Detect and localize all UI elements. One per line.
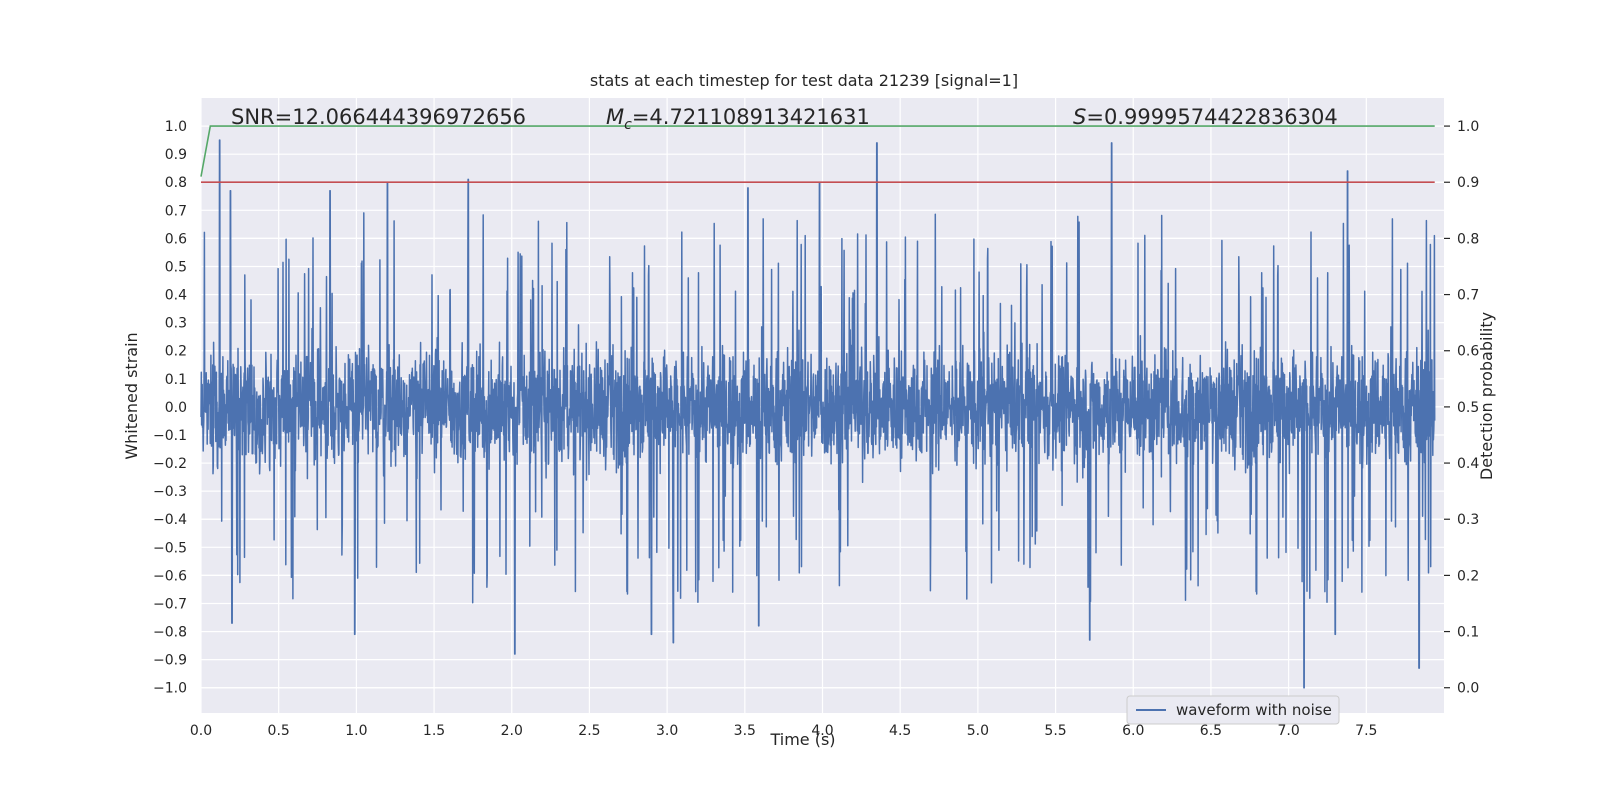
detection-stat-annotation: S=0.9999574422836304 (1073, 105, 1338, 129)
chart-title: stats at each timestep for test data 212… (590, 71, 1018, 90)
y-tick-label: 0.1 (165, 372, 187, 388)
y2-tick-label: 0.6 (1457, 344, 1479, 360)
x-tick-label: 3.5 (734, 723, 756, 739)
x-tick-label: 1.5 (423, 723, 445, 739)
y-tick-label: −0.7 (153, 596, 187, 612)
y2-tick-label: 0.4 (1457, 456, 1479, 472)
y2-axis-ticks: 1.0 0.9 0.8 0.7 0.6 0.5 0.4 0.3 0.2 0.1 0.0 (1444, 119, 1479, 697)
chirp-mass-symbol: M (606, 105, 624, 129)
chirp-mass-value: =4.721108913421631 (632, 105, 870, 129)
y-tick-label: 0.2 (165, 344, 187, 360)
probability-series (200, 125, 1435, 183)
x-tick-label: 2.0 (501, 723, 523, 739)
legend: waveform with noise (1126, 695, 1340, 725)
detection-stat-symbol: S (1073, 105, 1086, 129)
y-tick-label: −0.9 (153, 653, 187, 669)
y-tick-label: −0.5 (153, 540, 187, 556)
waveform-series (200, 139, 1436, 689)
y2-axis-label: Detection probability (1477, 312, 1496, 480)
y-tick-label: −1.0 (153, 681, 187, 697)
y2-tick-label: 0.5 (1457, 400, 1479, 416)
y-tick-label: 0.5 (165, 259, 187, 275)
y2-tick-label: 0.7 (1457, 288, 1479, 304)
x-tick-label: 3.0 (656, 723, 678, 739)
y-tick-label: −0.1 (153, 428, 187, 444)
x-tick-label: 5.0 (967, 723, 989, 739)
legend-entry: waveform with noise (1176, 701, 1332, 719)
y2-tick-label: 0.3 (1457, 512, 1479, 528)
x-tick-label: 4.0 (811, 723, 833, 739)
legend-box (1126, 695, 1340, 725)
x-tick-label: 7.0 (1277, 723, 1299, 739)
y-tick-label: −0.6 (153, 568, 187, 584)
x-tick-label: 4.5 (889, 723, 911, 739)
detection-probability-line (200, 125, 1435, 177)
x-tick-label: 0.5 (268, 723, 290, 739)
y-tick-label: 0.4 (165, 288, 187, 304)
y-axis-ticks: 1.0 0.9 0.8 0.7 0.6 0.5 0.4 0.3 0.2 0.1 0.0 −0.1 −0.… (153, 119, 187, 697)
detection-stat-value: =0.9999574422836304 (1086, 105, 1337, 129)
chirp-mass-subscript: c (624, 117, 632, 133)
y-tick-label: 0.8 (165, 175, 187, 191)
y-tick-label: −0.2 (153, 456, 187, 472)
y2-tick-label: 1.0 (1457, 119, 1479, 135)
chirp-mass-annotation: Mc=4.721108913421631 (606, 105, 870, 133)
y2-tick-label: 0.2 (1457, 568, 1479, 584)
y-tick-label: 0.0 (165, 400, 187, 416)
y2-tick-label: 0.1 (1457, 625, 1479, 641)
x-axis-ticks: 0.0 0.5 1.0 1.5 2.0 2.5 3.0 3.5 4.0 4.5 5.0 5.5 6.0 6… (190, 723, 1378, 739)
y2-tick-label: 0.0 (1457, 681, 1479, 697)
x-tick-label: 2.5 (578, 723, 600, 739)
y-tick-label: 0.6 (165, 231, 187, 247)
y-tick-label: −0.8 (153, 625, 187, 641)
x-tick-label: 1.0 (345, 723, 367, 739)
y-tick-label: 1.0 (165, 119, 187, 135)
y-tick-label: 0.3 (165, 316, 187, 332)
y-axis-label: Whitened strain (122, 332, 141, 459)
x-tick-label: 0.0 (190, 723, 212, 739)
x-tick-label: 6.5 (1200, 723, 1222, 739)
x-tick-label: 6.0 (1122, 723, 1144, 739)
snr-annotation: SNR=12.066444396972656 (231, 105, 526, 129)
y-tick-label: 0.9 (165, 147, 187, 163)
x-tick-label: 5.5 (1044, 723, 1066, 739)
waveform-line (200, 139, 1436, 689)
y2-tick-label: 0.9 (1457, 175, 1479, 191)
y2-tick-label: 0.8 (1457, 231, 1479, 247)
y-tick-label: 0.7 (165, 203, 187, 219)
x-tick-label: 7.5 (1355, 723, 1377, 739)
y-tick-label: −0.4 (153, 512, 187, 528)
x-axis-label: Time (s) (769, 730, 835, 749)
y-tick-label: −0.3 (153, 484, 187, 500)
